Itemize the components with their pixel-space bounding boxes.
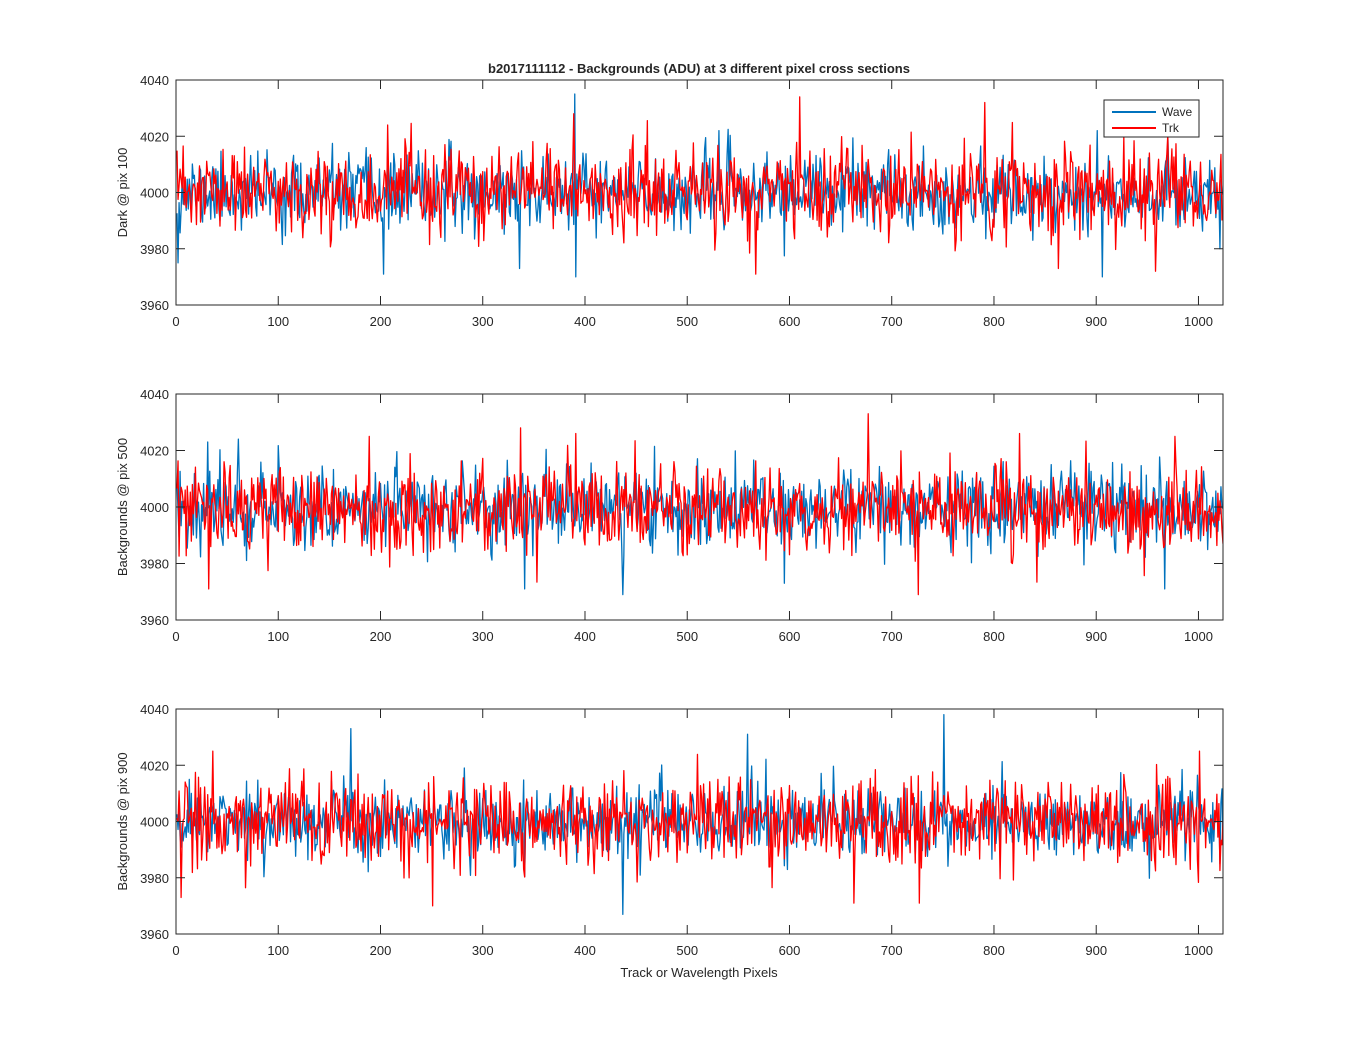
x-tick-label: 400 [574, 943, 596, 958]
x-tick-label: 200 [370, 629, 392, 644]
y-tick-label: 4000 [140, 815, 169, 830]
x-axis-label: Track or Wavelength Pixels [620, 965, 778, 980]
x-tick-label: 900 [1085, 629, 1107, 644]
x-tick-label: 1000 [1184, 314, 1213, 329]
y-tick-label: 4020 [140, 129, 169, 144]
y-tick-label: 3980 [140, 871, 169, 886]
legend-label-wave: Wave [1162, 105, 1193, 119]
y-axis-label: Dark @ pix 100 [115, 148, 130, 238]
legend-label-trk: Trk [1162, 121, 1180, 135]
y-tick-label: 3960 [140, 927, 169, 942]
x-tick-label: 300 [472, 314, 494, 329]
x-tick-label: 300 [472, 629, 494, 644]
y-tick-label: 3960 [140, 613, 169, 628]
y-axis-label: Backgrounds @ pix 500 [115, 438, 130, 576]
y-tick-label: 3980 [140, 557, 169, 572]
y-tick-label: 4020 [140, 444, 169, 459]
x-tick-label: 100 [267, 943, 289, 958]
chart-title: b2017111112 - Backgrounds (ADU) at 3 dif… [488, 61, 910, 76]
x-tick-label: 0 [172, 314, 179, 329]
x-tick-label: 800 [983, 314, 1005, 329]
x-tick-label: 600 [779, 314, 801, 329]
series-line-wave [176, 713, 1223, 915]
x-tick-label: 700 [881, 314, 903, 329]
y-axis-label: Backgrounds @ pix 900 [115, 752, 130, 890]
y-tick-label: 3980 [140, 242, 169, 257]
y-tick-label: 4040 [140, 73, 169, 88]
x-tick-label: 900 [1085, 314, 1107, 329]
x-tick-label: 500 [676, 943, 698, 958]
x-tick-label: 100 [267, 629, 289, 644]
y-tick-label: 3960 [140, 298, 169, 313]
x-tick-label: 900 [1085, 943, 1107, 958]
x-tick-label: 0 [172, 629, 179, 644]
y-tick-label: 4040 [140, 387, 169, 402]
series-line-trk [176, 96, 1223, 275]
x-tick-label: 600 [779, 943, 801, 958]
x-tick-label: 500 [676, 314, 698, 329]
y-tick-label: 4040 [140, 702, 169, 717]
series-line-trk [176, 750, 1223, 907]
y-tick-label: 4000 [140, 500, 169, 515]
x-tick-label: 100 [267, 314, 289, 329]
x-tick-label: 200 [370, 314, 392, 329]
x-tick-label: 800 [983, 943, 1005, 958]
x-tick-label: 1000 [1184, 943, 1213, 958]
x-tick-label: 600 [779, 629, 801, 644]
legend-box [1103, 99, 1200, 138]
x-tick-label: 700 [881, 629, 903, 644]
x-tick-label: 400 [574, 314, 596, 329]
x-tick-label: 0 [172, 943, 179, 958]
series-line-trk [176, 413, 1223, 596]
x-tick-label: 800 [983, 629, 1005, 644]
x-tick-label: 700 [881, 943, 903, 958]
axes-panel-1: 0 100 200 300 400 500 600 700 800 900 1000 3960 3980… [115, 73, 1224, 329]
axes-panel-2: 0 100 200 300 400 500 600 700 800 900 1000 3960 3980… [115, 387, 1224, 644]
x-tick-label: 500 [676, 629, 698, 644]
axes-panel-3: 0 100 200 300 400 500 600 700 800 900 1000 3960 3980… [115, 702, 1224, 958]
x-tick-label: 200 [370, 943, 392, 958]
x-tick-label: 300 [472, 943, 494, 958]
x-tick-label: 400 [574, 629, 596, 644]
y-tick-label: 4020 [140, 758, 169, 773]
legend: Wave Trk [1103, 99, 1200, 138]
x-tick-label: 1000 [1184, 629, 1213, 644]
y-tick-label: 4000 [140, 186, 169, 201]
